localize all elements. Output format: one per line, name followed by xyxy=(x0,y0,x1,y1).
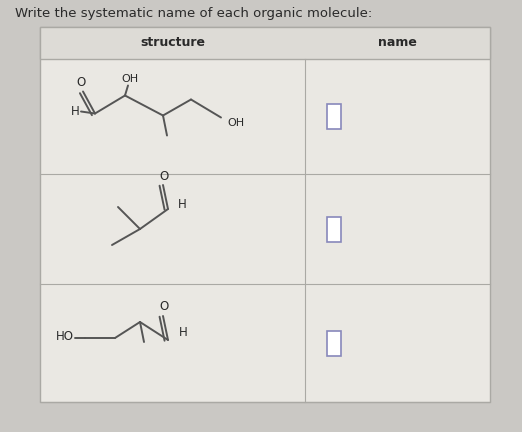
Text: OH: OH xyxy=(228,118,245,127)
Bar xyxy=(40,27,490,402)
Text: name: name xyxy=(378,36,417,50)
Text: HO: HO xyxy=(56,330,74,343)
Text: H: H xyxy=(177,197,186,210)
Text: Write the systematic name of each organic molecule:: Write the systematic name of each organi… xyxy=(15,7,372,20)
Text: O: O xyxy=(76,76,86,89)
Text: OH: OH xyxy=(122,74,138,85)
Bar xyxy=(40,27,490,59)
Bar xyxy=(327,216,341,241)
Text: O: O xyxy=(159,301,169,314)
Text: structure: structure xyxy=(140,36,205,50)
Text: H: H xyxy=(70,105,79,118)
Text: O: O xyxy=(159,169,169,182)
Text: H: H xyxy=(179,325,187,339)
Bar xyxy=(327,104,341,129)
Bar xyxy=(327,330,341,356)
